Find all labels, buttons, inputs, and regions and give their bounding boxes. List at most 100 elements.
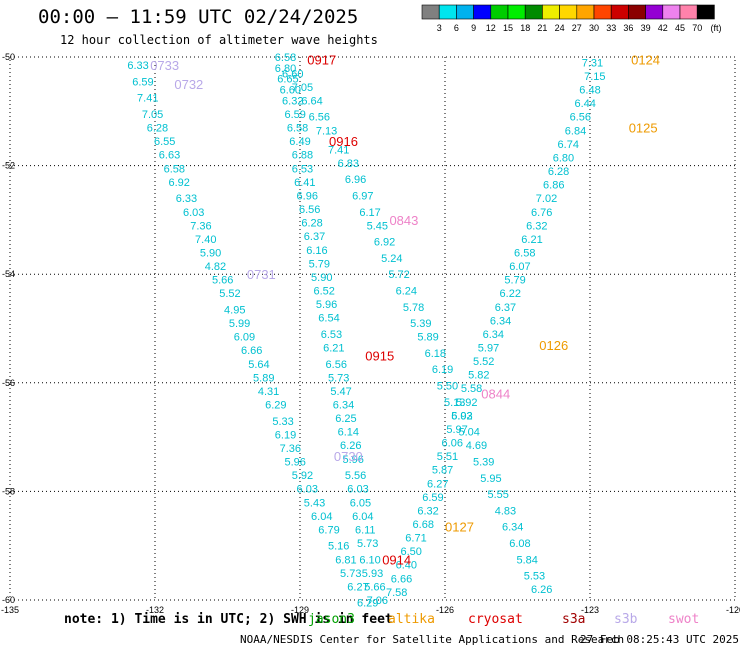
data-point-label: 7.31 xyxy=(582,57,603,69)
data-point-label: 5.52 xyxy=(473,356,494,368)
data-point-label: 5.16 xyxy=(328,541,349,553)
data-point-label: 7.06 xyxy=(367,595,388,607)
x-tick-label: -120 xyxy=(726,605,740,615)
x-tick-label: -132 xyxy=(146,605,164,615)
data-point-label: 6.88 xyxy=(292,150,313,162)
data-point-label: 5.66 xyxy=(364,581,385,593)
legend-tick-label: 24 xyxy=(555,23,565,33)
data-point-label: 5.73 xyxy=(340,568,361,580)
legend-tick-label: 27 xyxy=(572,23,582,33)
data-point-label: 6.28 xyxy=(548,166,569,178)
data-point-label: 6.26 xyxy=(531,584,552,596)
legend-tick-label: 33 xyxy=(606,23,616,33)
data-point-label: 5.24 xyxy=(381,253,402,265)
data-point-label: 6.29 xyxy=(265,400,286,412)
data-point-label: 5.72 xyxy=(388,269,409,281)
data-point-label: 6.44 xyxy=(574,98,595,110)
data-point-label: 6.41 xyxy=(294,177,315,189)
data-point-label: 6.34 xyxy=(483,329,504,341)
data-point-label: 5.90 xyxy=(311,272,332,284)
data-point-label: 5.97 xyxy=(478,343,499,355)
data-point-label: 6.07 xyxy=(509,261,530,273)
data-point-label: 6.33 xyxy=(127,60,148,72)
data-point-label: 4.83 xyxy=(495,505,516,517)
x-tick-label: -135 xyxy=(1,605,19,615)
data-point-label: 5.89 xyxy=(417,332,438,344)
data-point-label: 6.34 xyxy=(333,400,354,412)
legend-tick-label: 70 xyxy=(692,23,702,33)
data-point-label: 6.66 xyxy=(241,345,262,357)
data-point-label: 6.04 xyxy=(352,511,373,523)
pass-time-label: 0124 xyxy=(631,53,660,68)
legend-unit-label: (ft) xyxy=(711,23,722,33)
data-point-label: 6.34 xyxy=(502,522,523,534)
data-point-label: 6.81 xyxy=(335,554,356,566)
data-point-label: 6.76 xyxy=(531,207,552,219)
pass-time-label: 0730 xyxy=(334,449,363,464)
series-cryosat: 6.607.056.646.567.137.416.836.966.976.17… xyxy=(282,68,552,596)
data-point-label: 7.40 xyxy=(195,234,216,246)
data-point-label: 6.06 xyxy=(442,438,463,450)
data-point-label: 5.47 xyxy=(330,386,351,398)
data-point-label: 6.97 xyxy=(352,190,373,202)
data-point-label: 4.31 xyxy=(258,386,279,398)
data-point-label: 5.55 xyxy=(487,489,508,501)
pass-time-label: 0917 xyxy=(307,53,336,68)
data-point-label: 6.65 xyxy=(277,74,298,86)
data-point-label: 6.52 xyxy=(313,285,334,297)
data-point-label: 6.50 xyxy=(400,546,421,558)
chart-title: 00:00 — 11:59 UTC 02/24/2025 xyxy=(38,6,359,28)
data-point-label: 6.56 xyxy=(299,204,320,216)
data-point-label: 6.58 xyxy=(287,123,308,135)
data-point-label: 5.92 xyxy=(456,397,477,409)
data-point-label: 6.53 xyxy=(292,163,313,175)
data-point-label: 6.56 xyxy=(570,112,591,124)
y-tick-label: -52 xyxy=(2,161,15,171)
data-point-label: 5.93 xyxy=(362,568,383,580)
y-tick-label: -56 xyxy=(2,378,15,388)
data-point-label: 6.33 xyxy=(176,193,197,205)
data-point-label: 7.15 xyxy=(584,71,605,83)
data-point-label: 6.17 xyxy=(359,207,380,219)
data-point-label: 6.53 xyxy=(321,329,342,341)
data-point-label: 7.41 xyxy=(137,93,158,105)
data-point-label: 6.83 xyxy=(338,158,359,170)
y-tick-label: -58 xyxy=(2,486,15,496)
legend-tick-label: 42 xyxy=(658,23,668,33)
grid xyxy=(10,57,735,600)
pass-time-label: 0915 xyxy=(365,349,394,364)
data-point-label: 5.79 xyxy=(309,258,330,270)
data-point-label: 7.36 xyxy=(280,443,301,455)
data-point-label: 6.54 xyxy=(318,313,339,325)
data-point-label: 5.97 xyxy=(446,424,467,436)
legend-tick-label: 9 xyxy=(471,23,476,33)
data-point-label: 6.26 xyxy=(340,440,361,452)
data-point-label: 5.66 xyxy=(212,275,233,287)
data-point-label: 6.27 xyxy=(347,581,368,593)
data-point-label: 6.14 xyxy=(338,427,359,439)
legend-tick-label: 39 xyxy=(641,23,651,33)
data-point-label: 6.19 xyxy=(432,364,453,376)
data-point-label: 5.56 xyxy=(345,470,366,482)
data-point-label: 5.04 xyxy=(458,427,479,439)
data-point-label: 6.66 xyxy=(391,573,412,585)
data-point-label: 6.04 xyxy=(311,511,332,523)
data-point-label: 6.25 xyxy=(335,413,356,425)
data-point-label: 6.09 xyxy=(234,332,255,344)
data-point-label: 6.64 xyxy=(301,95,322,107)
data-point-label: 6.55 xyxy=(154,136,175,148)
data-point-label: 4.82 xyxy=(205,261,226,273)
data-point-label: 6.49 xyxy=(289,136,310,148)
data-point-label: 4.95 xyxy=(224,304,245,316)
series-altika: 7.31 7.15 6.486.44 6.566.84 6.746.80 6.28 6.86… xyxy=(386,57,606,598)
data-point-label: 6.27 xyxy=(427,478,448,490)
data-point-label: 6.29 xyxy=(357,598,378,610)
data-point-label: 5.13 xyxy=(444,397,465,409)
data-point-label: 6.37 xyxy=(304,231,325,243)
legend-swatch xyxy=(696,4,715,20)
legend-tick-label: 18 xyxy=(520,23,530,33)
pass-time-label: 0731 xyxy=(247,267,276,282)
data-point-label: 6.24 xyxy=(396,285,417,297)
data-point-label: 6.03 xyxy=(183,207,204,219)
pass-time-label: 0126 xyxy=(539,338,568,353)
